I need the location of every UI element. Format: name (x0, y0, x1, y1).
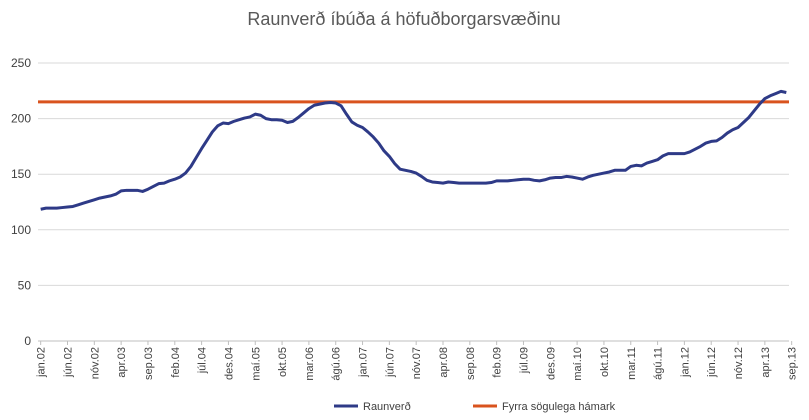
x-tick-label: maí.05 (250, 347, 262, 381)
x-tick-label: jún.07 (384, 347, 396, 378)
x-tick-label: mar.11 (626, 347, 638, 380)
x-tick-label: jún.02 (63, 347, 75, 378)
x-tick-label: okt.10 (599, 347, 611, 377)
series-line-raunverd (40, 89, 787, 211)
gridlines (38, 62, 789, 286)
legend-label-fyrra-hamark: Fyrra sögulega hámark (502, 401, 616, 413)
x-tick-label: sep.03 (143, 347, 155, 380)
legend-label-raunverd: Raunverð (363, 401, 411, 413)
x-tick-label: jún.12 (706, 347, 718, 378)
x-tick-label: jan.07 (358, 347, 370, 378)
x-tick-label: feb.09 (492, 347, 504, 378)
y-axis: 0 50 100 150 200 250 (11, 56, 31, 348)
y-tick-label: 100 (11, 223, 31, 237)
y-tick-label: 0 (24, 334, 31, 348)
x-tick-label: sep.08 (465, 347, 477, 380)
x-tick-label: jan.02 (36, 347, 48, 378)
y-tick-label: 50 (18, 278, 32, 292)
x-tick-label: okt.05 (277, 347, 289, 377)
legend: Raunverð Fyrra sögulega hámark (334, 401, 616, 413)
series-layer (38, 89, 789, 211)
x-tick-label: ágú.11 (653, 347, 665, 380)
x-tick-label: maí.10 (572, 347, 584, 381)
x-tick-label: mar.06 (304, 347, 316, 381)
x-tick-label: sep.13 (787, 347, 799, 380)
x-tick-label: nóv.02 (89, 347, 101, 379)
x-tick-label: ágú.06 (331, 347, 343, 381)
x-tick-label: feb.04 (170, 347, 182, 378)
y-tick-label: 250 (11, 56, 31, 70)
x-axis: jan.02 jún.02 nóv.02 apr.03 sep.03 feb.04 júl.… (36, 340, 799, 381)
x-tick-label: nóv.07 (411, 347, 423, 379)
x-tick-label: des.04 (223, 347, 235, 380)
x-tick-label: apr.08 (438, 347, 450, 378)
x-tick-label: júl.04 (197, 347, 209, 374)
x-tick-label: jan.12 (679, 347, 691, 378)
x-tick-label: des.09 (545, 347, 557, 380)
x-tick-label: júl.09 (518, 347, 530, 374)
x-tick-label: apr.13 (760, 347, 772, 378)
chart-title: Raunverð íbúða á höfuðborgarsvæðinu (247, 9, 560, 29)
y-tick-label: 150 (11, 167, 31, 181)
x-tick-label: apr.03 (116, 347, 128, 378)
y-tick-label: 200 (11, 112, 31, 126)
x-tick-label: nóv.12 (733, 347, 745, 379)
